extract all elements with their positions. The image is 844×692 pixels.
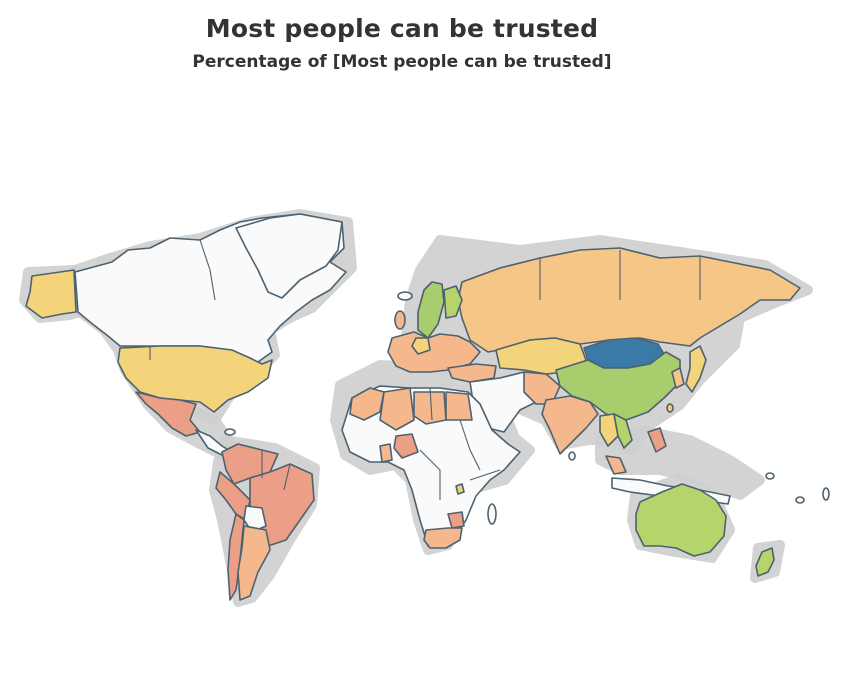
region-taiwan[interactable] bbox=[666, 403, 674, 413]
region-sweden-norway[interactable] bbox=[417, 281, 445, 339]
region-germany[interactable] bbox=[411, 337, 431, 355]
region-rwanda[interactable] bbox=[455, 483, 465, 495]
region-egypt[interactable] bbox=[445, 391, 473, 421]
region-thailand[interactable] bbox=[599, 413, 619, 447]
region-iceland[interactable] bbox=[397, 291, 413, 301]
region-korea[interactable] bbox=[671, 367, 685, 389]
region-new-zealand[interactable] bbox=[755, 547, 775, 577]
region-caribbean[interactable] bbox=[224, 428, 236, 436]
map-regions bbox=[25, 213, 830, 601]
region-alaska[interactable] bbox=[25, 269, 77, 319]
region-japan[interactable] bbox=[685, 345, 707, 393]
region-south-africa[interactable] bbox=[423, 527, 463, 549]
region-western-europe[interactable] bbox=[387, 331, 481, 373]
map-title: Most people can be trusted bbox=[205, 14, 599, 43]
region-ghana[interactable] bbox=[379, 443, 393, 463]
region-india[interactable] bbox=[541, 395, 599, 455]
map-internal-borders bbox=[149, 239, 701, 500]
map-subtitle: Percentage of [Most people can be truste… bbox=[192, 52, 612, 72]
region-uk[interactable] bbox=[394, 310, 406, 330]
region-sri-lanka[interactable] bbox=[568, 451, 576, 461]
region-greenland[interactable] bbox=[235, 213, 343, 299]
region-nigeria[interactable] bbox=[393, 433, 419, 459]
region-malaysia[interactable] bbox=[605, 455, 627, 475]
region-morocco[interactable] bbox=[349, 387, 385, 421]
region-finland[interactable] bbox=[443, 285, 463, 319]
region-pacific-2[interactable] bbox=[795, 496, 805, 504]
region-usa[interactable] bbox=[117, 345, 273, 413]
region-algeria[interactable] bbox=[379, 387, 415, 431]
region-australia[interactable] bbox=[635, 483, 727, 557]
region-vietnam[interactable] bbox=[613, 413, 633, 449]
region-argentina[interactable] bbox=[237, 525, 271, 601]
region-zimbabwe[interactable] bbox=[447, 511, 465, 529]
region-madagascar[interactable] bbox=[487, 503, 497, 525]
region-libya[interactable] bbox=[413, 391, 447, 425]
region-philippines[interactable] bbox=[647, 427, 667, 453]
region-pacific-1[interactable] bbox=[765, 472, 775, 480]
region-pacific-3[interactable] bbox=[822, 487, 830, 501]
